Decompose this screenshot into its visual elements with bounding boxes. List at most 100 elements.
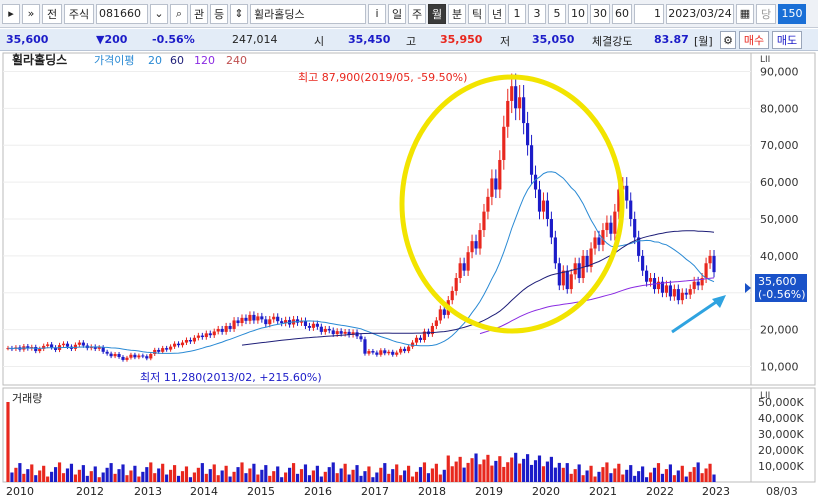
volume-bars	[6, 402, 716, 482]
volume-bar	[46, 476, 50, 482]
volume-bar	[299, 469, 304, 482]
volume-value: 247,014	[232, 33, 278, 46]
prev-icon[interactable]: ▸	[2, 3, 20, 24]
interval-3[interactable]: 3	[528, 3, 546, 24]
candle-body	[454, 278, 458, 291]
interval-5[interactable]: 5	[548, 3, 566, 24]
candle-body	[315, 323, 319, 327]
candle-body	[93, 346, 97, 349]
price-tick-label: 40,000	[760, 250, 799, 263]
candle-body	[53, 347, 58, 350]
updown-button[interactable]: 등	[210, 3, 228, 24]
candle-body	[200, 335, 204, 338]
type-button[interactable]: 주식	[64, 3, 94, 24]
volume-bar	[256, 474, 260, 482]
candle-body	[220, 328, 224, 332]
volume-bar	[641, 466, 645, 482]
interval-60[interactable]: 60	[612, 3, 632, 24]
candle-body	[672, 289, 676, 297]
buy-button[interactable]: 매도	[772, 31, 802, 49]
candle-body	[248, 314, 252, 321]
candle-body	[613, 211, 617, 234]
reset-button[interactable]: 당	[756, 3, 776, 24]
chart-area[interactable]: 90,000 80,000 70,000 60,000 50,000 40,000 30,0…	[0, 52, 818, 499]
search-icon[interactable]: ⌕	[170, 3, 188, 24]
stock-code-input[interactable]: 081660	[96, 3, 148, 24]
candle-body	[117, 354, 121, 357]
volume-tick-label: 20,000K	[758, 444, 804, 457]
volume-bar	[553, 467, 557, 482]
info-button[interactable]: i	[368, 3, 386, 24]
volume-bar	[522, 458, 526, 482]
volume-bar	[617, 463, 621, 482]
candle-body	[65, 343, 70, 347]
interval-10[interactable]: 10	[568, 3, 588, 24]
volume-bar	[57, 462, 62, 482]
candle-body	[391, 351, 395, 355]
volume-bar	[664, 469, 669, 482]
volume-bar	[236, 467, 240, 482]
count-stepper[interactable]: 1	[634, 3, 664, 24]
volume-bar	[161, 463, 165, 482]
period-minute[interactable]: 분	[448, 3, 466, 24]
period-tick[interactable]: 틱	[468, 3, 486, 24]
market-button[interactable]: 전	[42, 3, 62, 24]
volume-bar	[648, 472, 653, 482]
toolbar: ▸ » 전 주식 081660 ⌄ ⌕ 관 등 ⇕ 휠라홀딩스 i 일 주 월 …	[0, 0, 818, 28]
volume-bar	[656, 463, 661, 482]
x-tick-label: 2022	[646, 485, 674, 498]
bars-count-field[interactable]: 150	[778, 3, 806, 24]
date-field[interactable]: 2023/03/24	[666, 3, 734, 24]
volume-bar	[121, 464, 125, 482]
candle-body	[553, 237, 557, 264]
candle-body	[462, 263, 466, 271]
volume-bar	[533, 460, 538, 482]
candle-body	[172, 343, 177, 347]
volume-bar	[351, 469, 355, 482]
candle-body	[518, 97, 522, 109]
volume-bar	[232, 471, 236, 482]
candle-body	[81, 342, 85, 346]
price-axis-tag: LII	[760, 55, 770, 65]
period-month[interactable]: 월	[428, 3, 446, 24]
volume-bar	[101, 472, 105, 482]
period-day[interactable]: 일	[388, 3, 406, 24]
candle-body	[240, 317, 244, 324]
volume-bar	[573, 469, 577, 482]
period-week[interactable]: 주	[408, 3, 426, 24]
candle-body	[577, 263, 581, 279]
volume-bar	[137, 476, 141, 482]
interval-1[interactable]: 1	[508, 3, 526, 24]
high-annotation: 최고 87,900(2019/05, -59.50%)	[298, 71, 467, 84]
candle-body	[482, 211, 486, 231]
volume-bar	[684, 476, 688, 482]
candle-body	[38, 348, 42, 352]
candle-body	[331, 330, 335, 335]
volume-bar	[545, 461, 550, 482]
low-label: 저	[500, 35, 511, 48]
period-year[interactable]: 년	[488, 3, 506, 24]
candle-body	[609, 222, 613, 234]
dropdown-chevron-icon[interactable]: ⌄	[150, 3, 168, 24]
volume-bar	[450, 466, 454, 482]
volume-bar	[537, 455, 542, 482]
candle-body	[145, 356, 149, 359]
volume-bar	[652, 467, 657, 482]
stock-name-field[interactable]: 휠라홀딩스	[250, 3, 366, 24]
candle-body	[212, 331, 216, 336]
spinner-icon[interactable]: ⇕	[230, 3, 248, 24]
legend-stock-name: 휠라홀딩스	[12, 52, 67, 67]
volume-bar	[50, 471, 54, 482]
candle-body	[438, 309, 442, 321]
query-button[interactable]: 관	[190, 3, 208, 24]
volume-bar	[216, 475, 220, 482]
candle-body	[450, 290, 454, 301]
gear-icon[interactable]: ⚙	[720, 31, 736, 49]
calendar-icon[interactable]: ▦	[736, 3, 754, 24]
interval-30[interactable]: 30	[590, 3, 610, 24]
volume-bar	[621, 474, 625, 482]
double-chevron-icon[interactable]: »	[22, 3, 40, 24]
volume-tick-label: 50,000K	[758, 396, 804, 409]
candle-body	[565, 270, 569, 290]
sell-button[interactable]: 매수	[739, 31, 769, 49]
